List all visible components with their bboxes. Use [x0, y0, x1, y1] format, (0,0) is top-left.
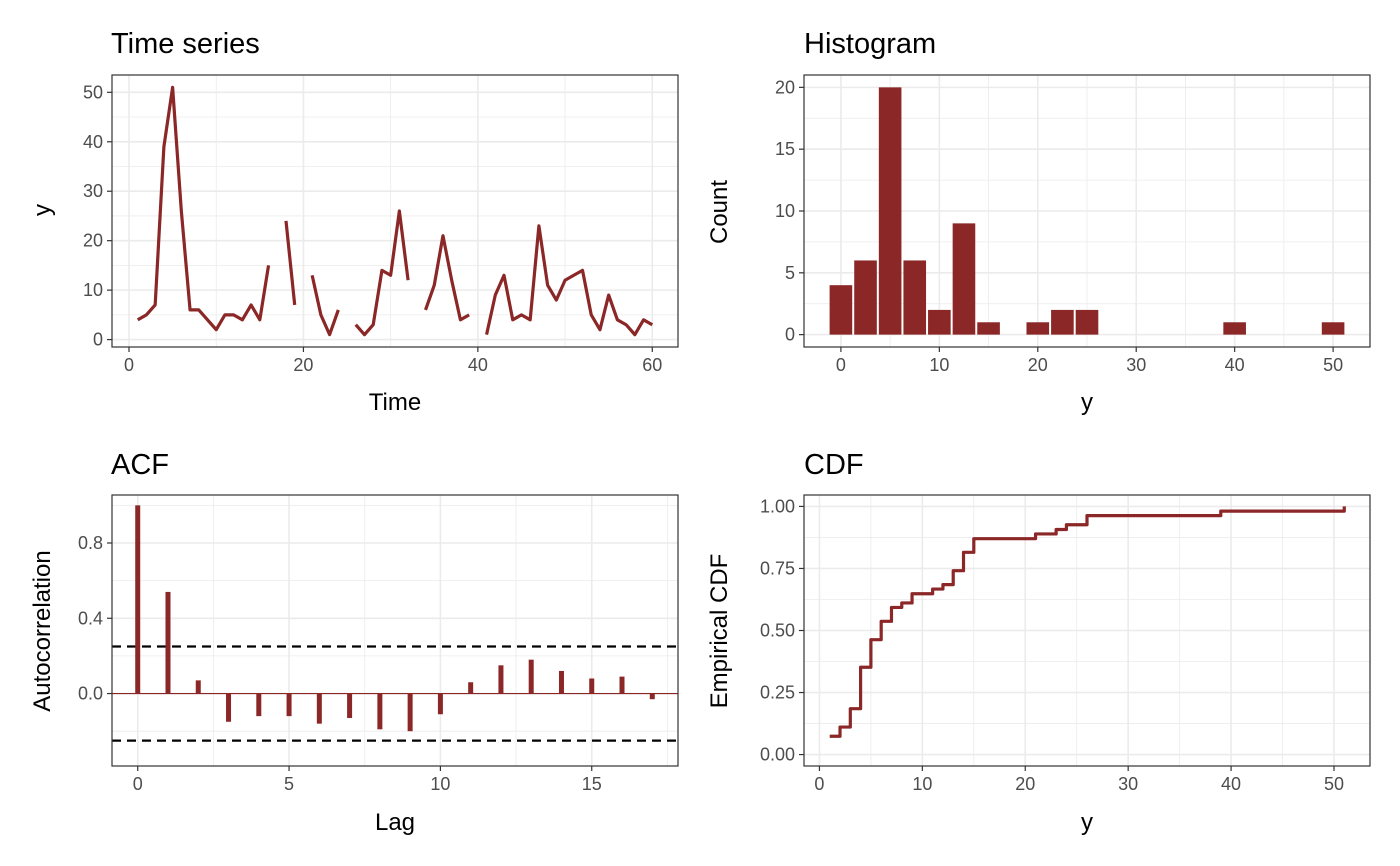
y-tick-label: 10 [775, 201, 795, 221]
acf-bar [528, 659, 534, 694]
x-tick-label: 40 [1221, 774, 1241, 794]
x-axis-title-acf: Lag [375, 809, 415, 836]
y-axis-title-cdf: Empirical CDF [706, 554, 733, 709]
acf-bar [165, 591, 171, 694]
x-tick-label: 50 [1323, 355, 1343, 375]
acf-bar [286, 693, 292, 717]
series-line-segment [485, 224, 654, 337]
panel-title-acf: ACF [111, 449, 169, 481]
y-tick-label: 1.00 [760, 496, 795, 516]
y-tick-label: 30 [83, 181, 103, 201]
y-axis-title-histogram: Count [706, 180, 733, 244]
x-tick-label: 20 [1015, 774, 1035, 794]
panel-acf: 0 5 10 15 0.0 0.4 0.8 [78, 494, 679, 794]
x-tick-label: 10 [430, 774, 450, 794]
y-tick-label: 0.75 [760, 558, 795, 578]
y-tick-label: 15 [775, 139, 795, 159]
x-axis-title-histogram: y [1081, 389, 1093, 416]
x-tick-label: 20 [293, 355, 313, 375]
panel-border [111, 494, 679, 767]
x-tick-label: 0 [814, 774, 824, 794]
x-tick-label: 40 [1225, 355, 1245, 375]
acf-bar [619, 676, 625, 694]
series-line-segment [284, 220, 297, 306]
acf-bar [377, 693, 383, 730]
y-tick-label: 0.0 [78, 684, 103, 704]
x-axis-title-cdf: y [1081, 809, 1093, 836]
y-axis-title-acf: Autocorrelation [29, 550, 56, 711]
histogram-bar [1051, 309, 1074, 335]
x-tick-label: 60 [642, 355, 662, 375]
x-tick-label: 0 [124, 355, 134, 375]
series-line-segment [136, 85, 271, 332]
y-tick-label: 20 [775, 77, 795, 97]
panel-title-time-series: Time series [111, 28, 260, 60]
chart-panels: 0 20 40 60 0 10 20 30 40 50 0 10 20 30 40 50 0 5 10 15 20 0 5 1… [78, 74, 1371, 794]
y-tick-label: 5 [785, 263, 795, 283]
acf-bar [468, 682, 474, 694]
acf-bar [498, 665, 504, 694]
panel-cdf: 0 10 20 30 40 50 0.00 0.25 0.50 0.75 1.00 [760, 494, 1371, 794]
histogram-bar [977, 322, 1000, 335]
x-tick-label: 10 [912, 774, 932, 794]
y-tick-label: 0 [93, 330, 103, 350]
histogram-bar [1223, 322, 1246, 335]
acf-bar [347, 693, 353, 719]
y-tick-label: 0.8 [78, 533, 103, 553]
y-tick-label: 0.50 [760, 621, 795, 641]
x-tick-label: 30 [1118, 774, 1138, 794]
x-tick-label: 30 [1126, 355, 1146, 375]
x-tick-label: 0 [133, 774, 143, 794]
histogram-bar [1026, 322, 1050, 335]
y-tick-label: 20 [83, 231, 103, 251]
acf-bar [437, 693, 443, 715]
histogram-bar [829, 285, 853, 335]
histogram-bar [878, 87, 902, 335]
y-tick-label: 0.25 [760, 683, 795, 703]
histogram-bar [903, 260, 927, 335]
panel-histogram: 0 10 20 30 40 50 0 5 10 15 20 [775, 74, 1371, 375]
histogram-bar [1075, 309, 1099, 335]
y-tick-label: 0 [785, 325, 795, 345]
y-tick-label: 50 [83, 82, 103, 102]
y-tick-label: 0.00 [760, 745, 795, 765]
acf-bar [649, 693, 655, 700]
x-tick-label: 5 [284, 774, 294, 794]
x-tick-label: 40 [468, 355, 488, 375]
x-tick-label: 0 [836, 355, 846, 375]
histogram-bar [1321, 322, 1345, 335]
acf-bar [226, 693, 232, 722]
acf-bar [589, 678, 595, 694]
y-tick-label: 10 [83, 280, 103, 300]
y-tick-label: 40 [83, 132, 103, 152]
y-tick-label: 0.4 [78, 608, 103, 628]
panel-title-histogram: Histogram [804, 28, 936, 60]
x-tick-label: 10 [929, 355, 949, 375]
panel-title-cdf: CDF [804, 449, 864, 481]
histogram-bar [952, 223, 976, 335]
x-tick-label: 15 [582, 774, 602, 794]
x-axis-title-time-series: Time [369, 389, 421, 416]
acf-bar [256, 693, 262, 717]
x-tick-label: 20 [1028, 355, 1048, 375]
x-tick-label: 50 [1324, 774, 1344, 794]
y-axis-title-time-series: y [29, 204, 56, 216]
panel-time-series: 0 20 40 60 0 10 20 30 40 50 [83, 74, 679, 375]
panel-border [111, 74, 679, 348]
histogram-bar [854, 260, 877, 335]
series-line-segment [354, 209, 410, 337]
acf-bar [407, 693, 413, 732]
series-line-segment [310, 274, 340, 337]
histogram-bar [928, 309, 951, 335]
acf-bar [558, 670, 564, 694]
acf-bar [195, 680, 201, 694]
acf-bar [316, 693, 322, 724]
ecdf-step-line [829, 506, 1346, 738]
acf-bar [135, 505, 141, 694]
series-line-segment [424, 234, 470, 322]
